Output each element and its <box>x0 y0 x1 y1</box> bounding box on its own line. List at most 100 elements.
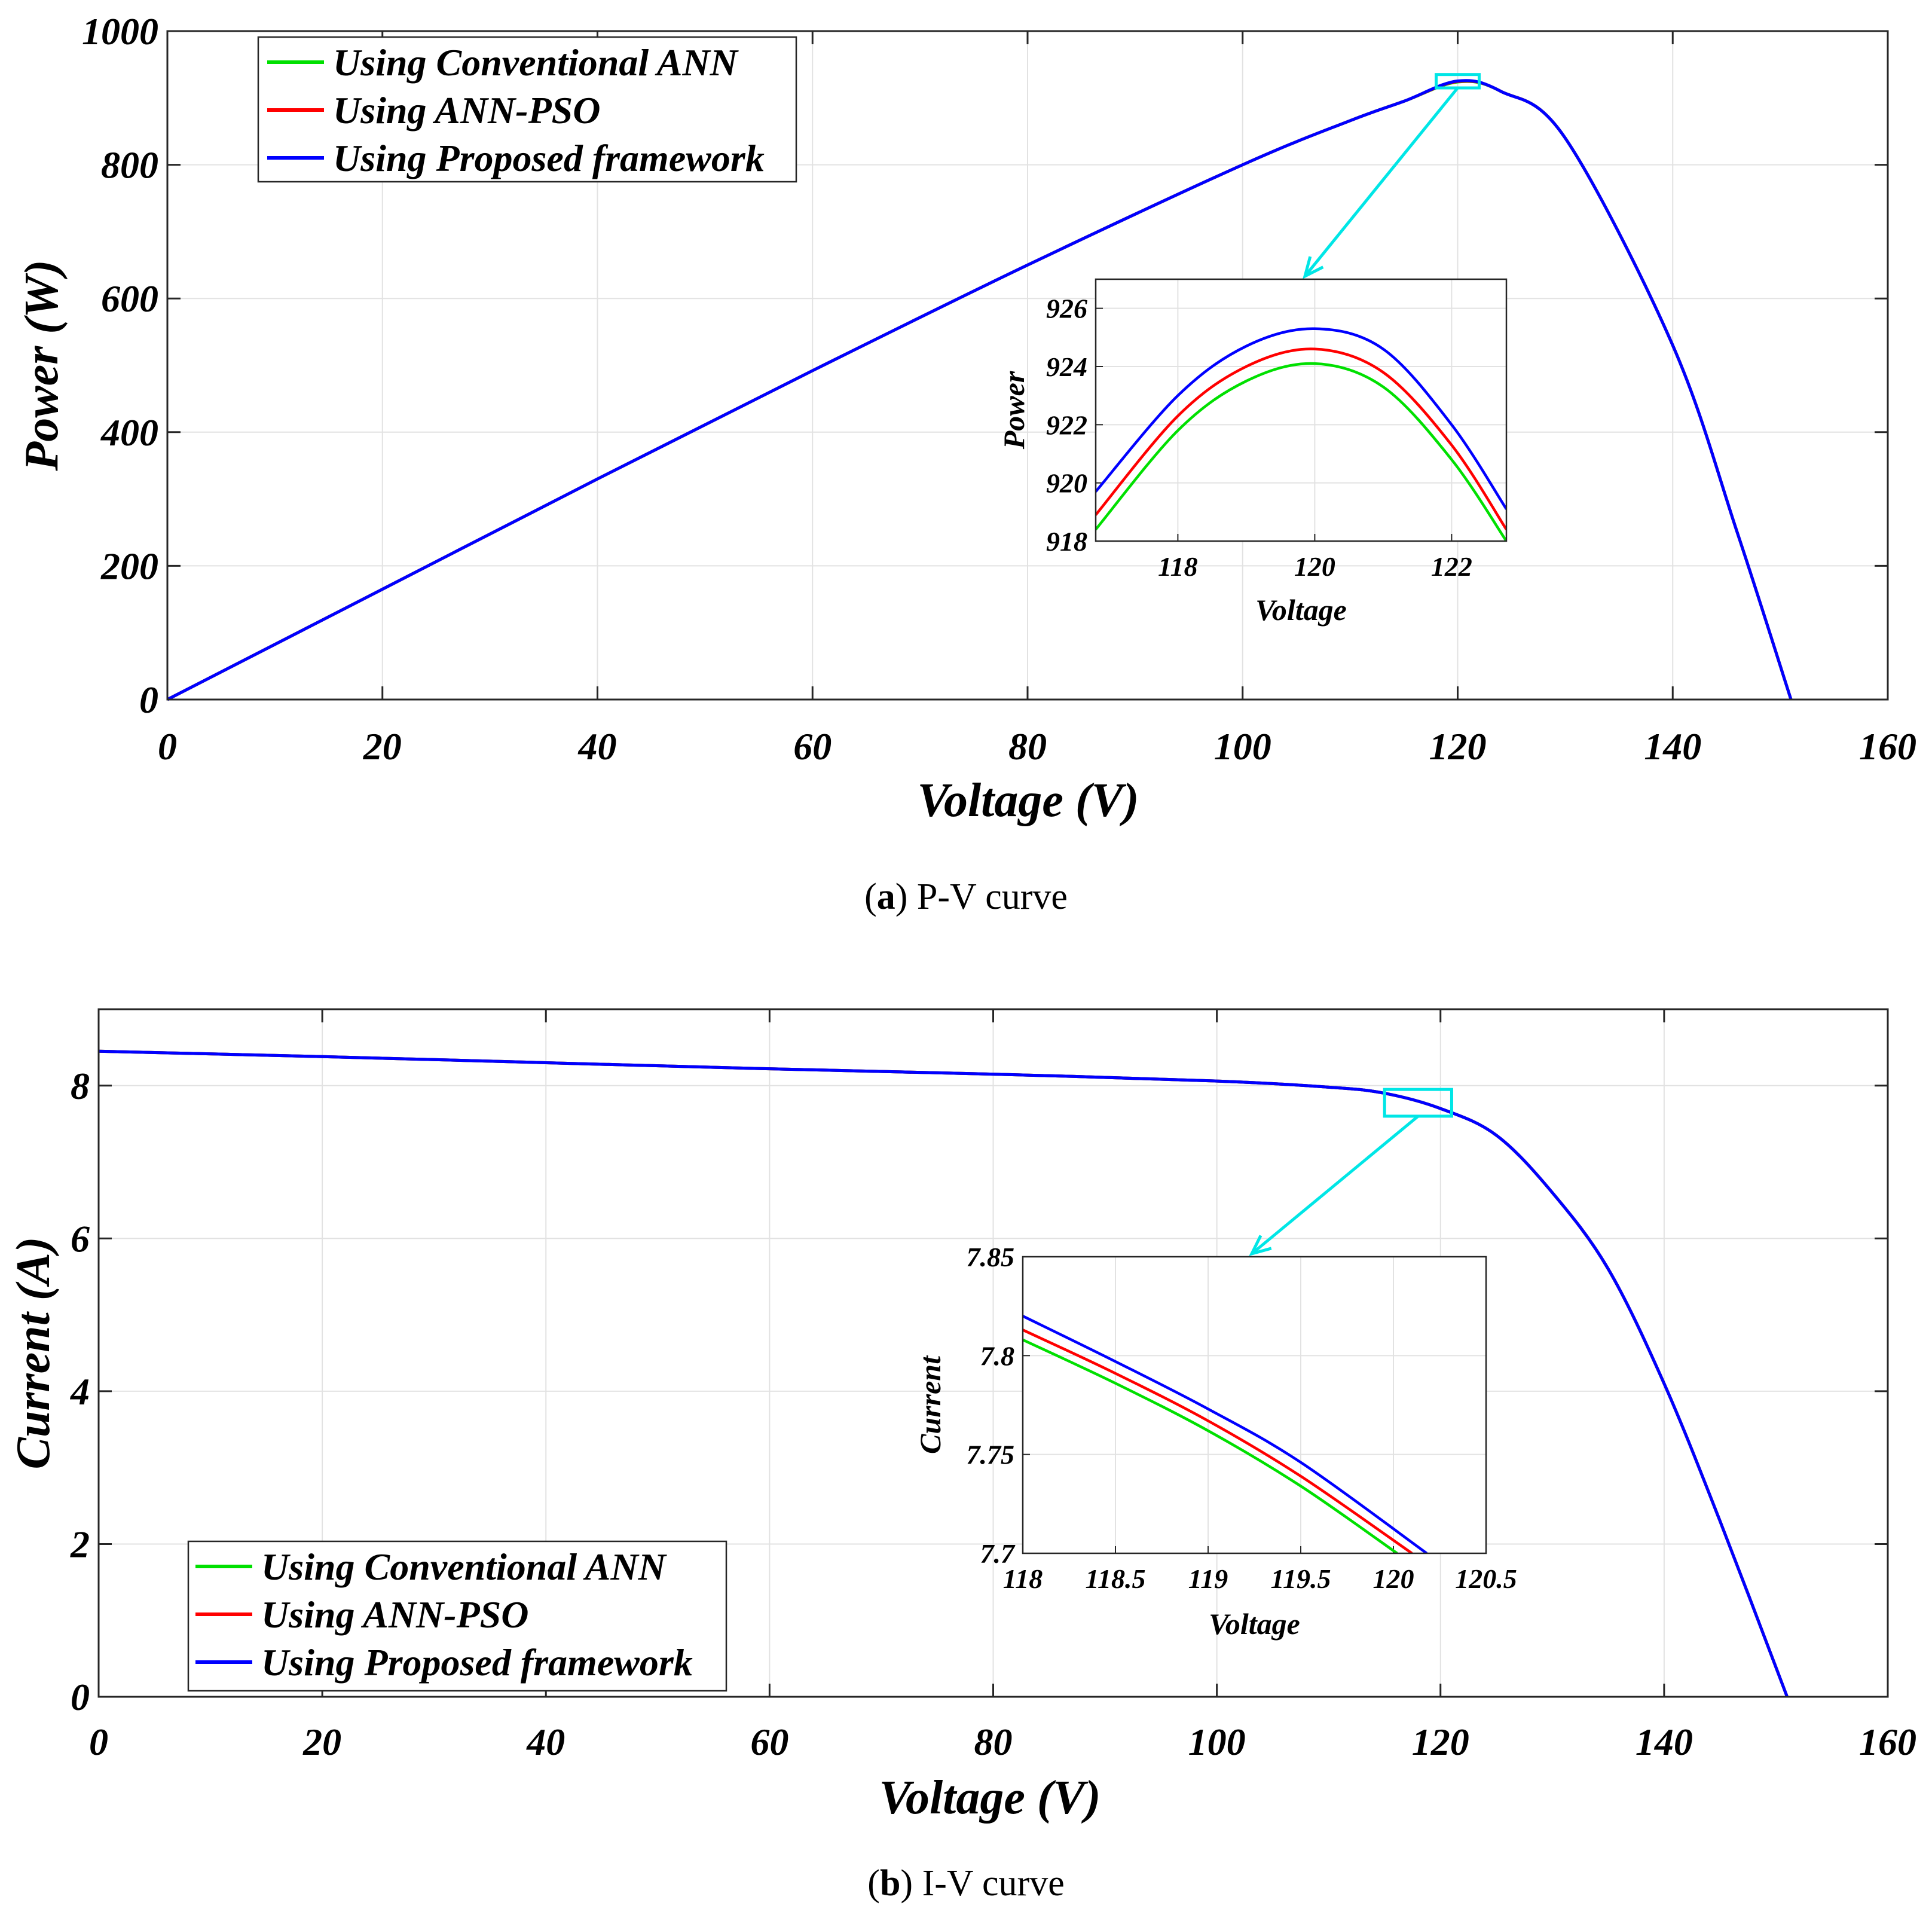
pv-legend-box <box>257 36 797 183</box>
iv-inset-x-tick-label: 120 <box>1373 1563 1414 1594</box>
iv-inset-series-conventional <box>1023 1338 1398 1553</box>
iv-inset-x-tick-label: 118.5 <box>1086 1563 1146 1594</box>
pv-chart: 0 20 40 60 80 100 120 140 160 0 200 400 600 800 1000 V… <box>16 10 1916 917</box>
pv-x-tick-label: 0 <box>158 725 177 768</box>
pv-inset-series-conventional <box>1096 362 1506 541</box>
iv-x-tick-label: 160 <box>1859 1721 1916 1763</box>
pv-inset-x-tick-label: 118 <box>1158 551 1197 582</box>
pv-inset-series-proposed <box>1096 327 1506 510</box>
iv-inset-x-tick-label: 120.5 <box>1455 1563 1517 1594</box>
iv-series-group <box>98 1049 1789 1697</box>
iv-inset-x-tick-label: 119 <box>1188 1563 1228 1594</box>
iv-zoom-arrowhead <box>1249 1235 1272 1256</box>
iv-inset-background <box>1023 1257 1486 1553</box>
pv-legend-label-annpso: Using ANN-PSO <box>333 89 600 132</box>
iv-caption-label: b <box>880 1863 900 1904</box>
pv-x-tick-label: 120 <box>1429 725 1487 768</box>
iv-caption-close-paren: ) <box>900 1863 922 1904</box>
pv-tick-labels: 0 20 40 60 80 100 120 140 160 0 200 400 600 800 1000 <box>82 10 1916 768</box>
pv-x-tick-label: 140 <box>1644 725 1701 768</box>
pv-inset-y-tick-label: 920 <box>1046 468 1087 499</box>
pv-x-tick-label: 40 <box>578 725 617 768</box>
iv-legend-label-annpso: Using ANN-PSO <box>261 1593 528 1636</box>
pv-inset-y-label: Power <box>997 371 1031 450</box>
pv-inset-series-annpso <box>1096 347 1506 530</box>
iv-legend-label-proposed: Using Proposed framework <box>261 1641 693 1684</box>
pv-inset-y-tick-label: 924 <box>1046 352 1087 382</box>
iv-caption-text: I-V curve <box>922 1863 1065 1904</box>
pv-x-axis-label: Voltage (V) <box>917 774 1139 827</box>
iv-plot-frame <box>97 1008 1889 1698</box>
pv-x-tick-label: 160 <box>1859 725 1916 768</box>
iv-caption-open-paren: ( <box>867 1863 880 1904</box>
iv-inset-x-tick-label: 119.5 <box>1271 1563 1331 1594</box>
pv-caption-text: P-V curve <box>917 876 1068 917</box>
iv-inset-y-tick-label: 7.8 <box>980 1340 1015 1371</box>
pv-x-tick-label: 20 <box>363 725 402 768</box>
iv-x-tick-label: 60 <box>750 1721 788 1763</box>
pv-legend-label-proposed: Using Proposed framework <box>333 137 765 179</box>
iv-y-tick-label: 6 <box>71 1217 90 1260</box>
iv-y-tick-label: 8 <box>71 1065 90 1107</box>
pv-zoom-arrow <box>1304 87 1459 277</box>
pv-legend: Using Conventional ANN Using ANN-PSO Using… <box>257 36 797 183</box>
iv-tick-labels: 0 20 40 60 80 100 120 140 160 0 2 4 6 8 <box>70 1065 1916 1763</box>
iv-y-tick-label: 4 <box>70 1370 90 1413</box>
iv-inset-chart: 118 118.5 119 119.5 120 120.5 7.7 7.75 7.8 7.85 Vo… <box>913 1242 1517 1641</box>
pv-series-group <box>166 79 1793 701</box>
iv-zoom-box <box>1383 1088 1453 1118</box>
pv-series-proposed <box>166 79 1793 701</box>
iv-legend-label-conventional: Using Conventional ANN <box>261 1546 668 1588</box>
pv-y-tick-label: 600 <box>101 277 158 320</box>
pv-inset-background <box>1096 279 1506 541</box>
iv-zoom-indicator <box>1249 1088 1453 1256</box>
iv-x-tick-label: 140 <box>1636 1721 1693 1763</box>
iv-x-tick-label: 120 <box>1412 1721 1469 1763</box>
pv-legend-label-conventional: Using Conventional ANN <box>333 41 739 84</box>
pv-x-tick-label: 80 <box>1008 725 1047 768</box>
iv-y-axis-label: Current (A) <box>7 1237 60 1470</box>
iv-x-tick-label: 100 <box>1188 1721 1246 1763</box>
iv-y-tick-label: 0 <box>71 1676 90 1718</box>
pv-inset-frame <box>1095 278 1508 542</box>
pv-inset-x-label: Voltage <box>1255 593 1347 627</box>
iv-x-axis-label: Voltage (V) <box>879 1772 1100 1824</box>
iv-inset-series-annpso <box>1023 1328 1413 1553</box>
iv-inset-y-tick-label: 7.7 <box>980 1538 1016 1569</box>
pv-x-tick-label: 60 <box>793 725 832 768</box>
pv-inset-y-tick-label: 922 <box>1046 410 1087 440</box>
pv-inset-x-tick-label: 120 <box>1294 551 1335 582</box>
pv-y-axis-label: Power (W) <box>16 259 68 471</box>
pv-caption: (a) P-V curve <box>864 876 1068 917</box>
pv-zoom-arrowhead <box>1303 256 1324 279</box>
iv-y-tick-label: 2 <box>70 1523 90 1565</box>
pv-caption-open-paren: ( <box>864 876 877 917</box>
iv-inset-y-tick-label: 7.85 <box>967 1242 1015 1272</box>
pv-y-tick-label: 1000 <box>82 10 158 53</box>
iv-x-tick-label: 40 <box>526 1721 565 1763</box>
pv-inset-y-tick-label: 918 <box>1046 526 1087 557</box>
iv-inset-y-tick-label: 7.75 <box>967 1440 1015 1470</box>
iv-x-tick-label: 0 <box>89 1721 108 1763</box>
iv-inset-series-proposed <box>1023 1315 1428 1553</box>
pv-y-tick-label: 400 <box>100 411 158 454</box>
iv-x-tick-label: 20 <box>302 1721 341 1763</box>
pv-y-tick-label: 200 <box>100 545 158 587</box>
iv-inset-x-label: Voltage <box>1209 1607 1300 1641</box>
pv-caption-label: a <box>877 876 895 917</box>
iv-inset-frame <box>1022 1256 1487 1554</box>
pv-x-tick-label: 100 <box>1214 725 1271 768</box>
iv-series-proposed <box>98 1049 1789 1697</box>
pv-inset-y-tick-label: 926 <box>1046 294 1087 324</box>
iv-x-tick-label: 80 <box>974 1721 1013 1763</box>
pv-inset-chart: 118 120 122 918 920 922 924 926 Voltage Power <box>997 278 1508 627</box>
pv-zoom-indicator <box>1303 73 1481 279</box>
pv-y-tick-label: 800 <box>101 144 158 187</box>
iv-inset-x-tick-label: 118 <box>1003 1563 1043 1594</box>
iv-inset-y-label: Current <box>913 1355 947 1454</box>
iv-legend-box <box>187 1540 727 1692</box>
pv-caption-close-paren: ) <box>895 876 917 917</box>
iv-legend: Using Conventional ANN Using ANN-PSO Using… <box>187 1540 727 1692</box>
pv-inset-x-tick-label: 122 <box>1431 551 1472 582</box>
